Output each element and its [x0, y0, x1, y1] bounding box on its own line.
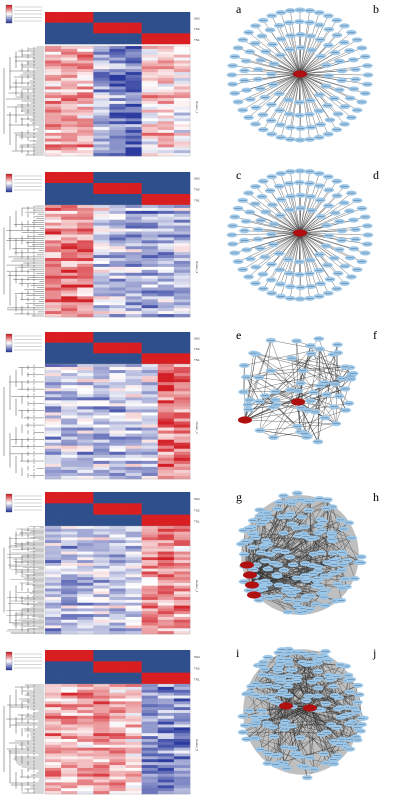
color-key-legend — [5, 493, 42, 513]
row-tag-label: cluster_5 — [195, 739, 199, 752]
panel-letter-f: f — [373, 328, 377, 342]
heatmap-cells — [44, 525, 191, 635]
panel-letter-c: c — [236, 168, 242, 182]
panel-letter-j: j — [373, 646, 377, 660]
annotation-label: TN2 — [194, 508, 200, 512]
annotation-label: SN2 — [194, 336, 200, 340]
annotation-label: TN2 — [194, 188, 200, 192]
hub-nodes — [238, 398, 305, 424]
hub-gene-node — [245, 581, 259, 589]
panel-letter-g: g — [236, 490, 242, 504]
row-dendrogram — [3, 526, 44, 634]
heatmap-cells — [44, 683, 191, 795]
network-j — [237, 646, 369, 781]
annotation-label: TN1 — [194, 199, 200, 203]
heatmap-cells — [44, 45, 191, 157]
color-key-legend — [5, 4, 42, 24]
heatmap-c: SN2 TN2 TN1 cluster_2 — [3, 172, 200, 318]
network-nodes — [238, 336, 359, 445]
network-edges — [231, 9, 369, 141]
panel-letter-i: i — [236, 646, 240, 660]
hub-gene-node — [243, 571, 257, 579]
row-tag-label: cluster_2 — [195, 261, 199, 274]
annotation-label: SN2 — [194, 655, 200, 659]
panel-letter-b: b — [373, 2, 379, 16]
row-dendrogram — [3, 205, 44, 317]
network-nodes — [237, 646, 369, 781]
network-b — [226, 7, 374, 143]
panel-letter-h: h — [373, 490, 379, 504]
hub-gene-node — [303, 704, 317, 712]
hub-nodes — [293, 229, 307, 237]
hub-gene-node — [291, 398, 305, 406]
annotation-bars: SN2 TN2 TN1 — [45, 492, 200, 527]
hub-gene-node — [279, 702, 293, 710]
heatmap-a: SN2 TN2 TN1 cluster_1 — [3, 4, 200, 157]
row-dendrogram — [3, 684, 44, 794]
panel-letter-e: e — [236, 328, 242, 342]
hub-gene-node — [247, 591, 261, 599]
network-nodes — [226, 7, 374, 143]
hub-nodes — [293, 70, 307, 78]
annotation-label: TN1 — [194, 38, 200, 42]
heatmap-cells — [44, 204, 191, 318]
hub-gene-node — [293, 70, 307, 78]
heatmap-e: SN2 TN2 TN1 cluster_3 — [3, 332, 200, 480]
hub-gene-node — [293, 229, 307, 237]
hub-nodes — [279, 702, 317, 712]
heatmap-cells — [44, 363, 191, 480]
panel-letter-a: a — [236, 2, 242, 16]
network-nodes — [226, 168, 374, 302]
annotation-label: TN2 — [194, 666, 200, 670]
annotation-bars: SN2 TN2 TN1 — [45, 172, 200, 206]
color-key-legend — [5, 651, 42, 671]
annotation-label: TN2 — [194, 27, 200, 31]
annotation-label: SN2 — [194, 16, 200, 20]
annotation-label: TN1 — [194, 520, 200, 524]
heatmap-i: SN2 TN2 TN1 cluster_5 — [3, 650, 200, 795]
row-dendrogram — [3, 364, 44, 479]
row-tag-label: cluster_4 — [195, 580, 199, 593]
color-key-legend — [5, 333, 42, 353]
hub-gene-node — [238, 416, 252, 424]
annotation-label: TN1 — [194, 678, 200, 682]
annotation-bars: SN2 TN2 TN1 — [45, 332, 200, 365]
network-d — [226, 168, 374, 302]
annotation-label: SN2 — [194, 177, 200, 181]
annotation-bars: SN2 TN2 TN1 — [45, 650, 200, 685]
annotation-label: TN2 — [194, 347, 200, 351]
annotation-bars: SN2 TN2 TN1 — [45, 12, 200, 45]
network-f — [238, 336, 359, 445]
hub-nodes — [240, 561, 261, 599]
color-key-legend — [5, 173, 42, 193]
network-edges — [231, 170, 369, 300]
annotation-label: SN2 — [194, 497, 200, 501]
annotation-label: TN1 — [194, 358, 200, 362]
row-tag-label: cluster_1 — [195, 101, 199, 114]
network-h — [236, 490, 367, 616]
row-tag-label: cluster_3 — [195, 422, 199, 435]
heatmap-g: SN2 TN2 TN1 cluster_4 — [3, 492, 200, 635]
row-dendrogram — [3, 46, 44, 156]
panel-letter-d: d — [373, 168, 379, 182]
hub-gene-node — [240, 561, 254, 569]
